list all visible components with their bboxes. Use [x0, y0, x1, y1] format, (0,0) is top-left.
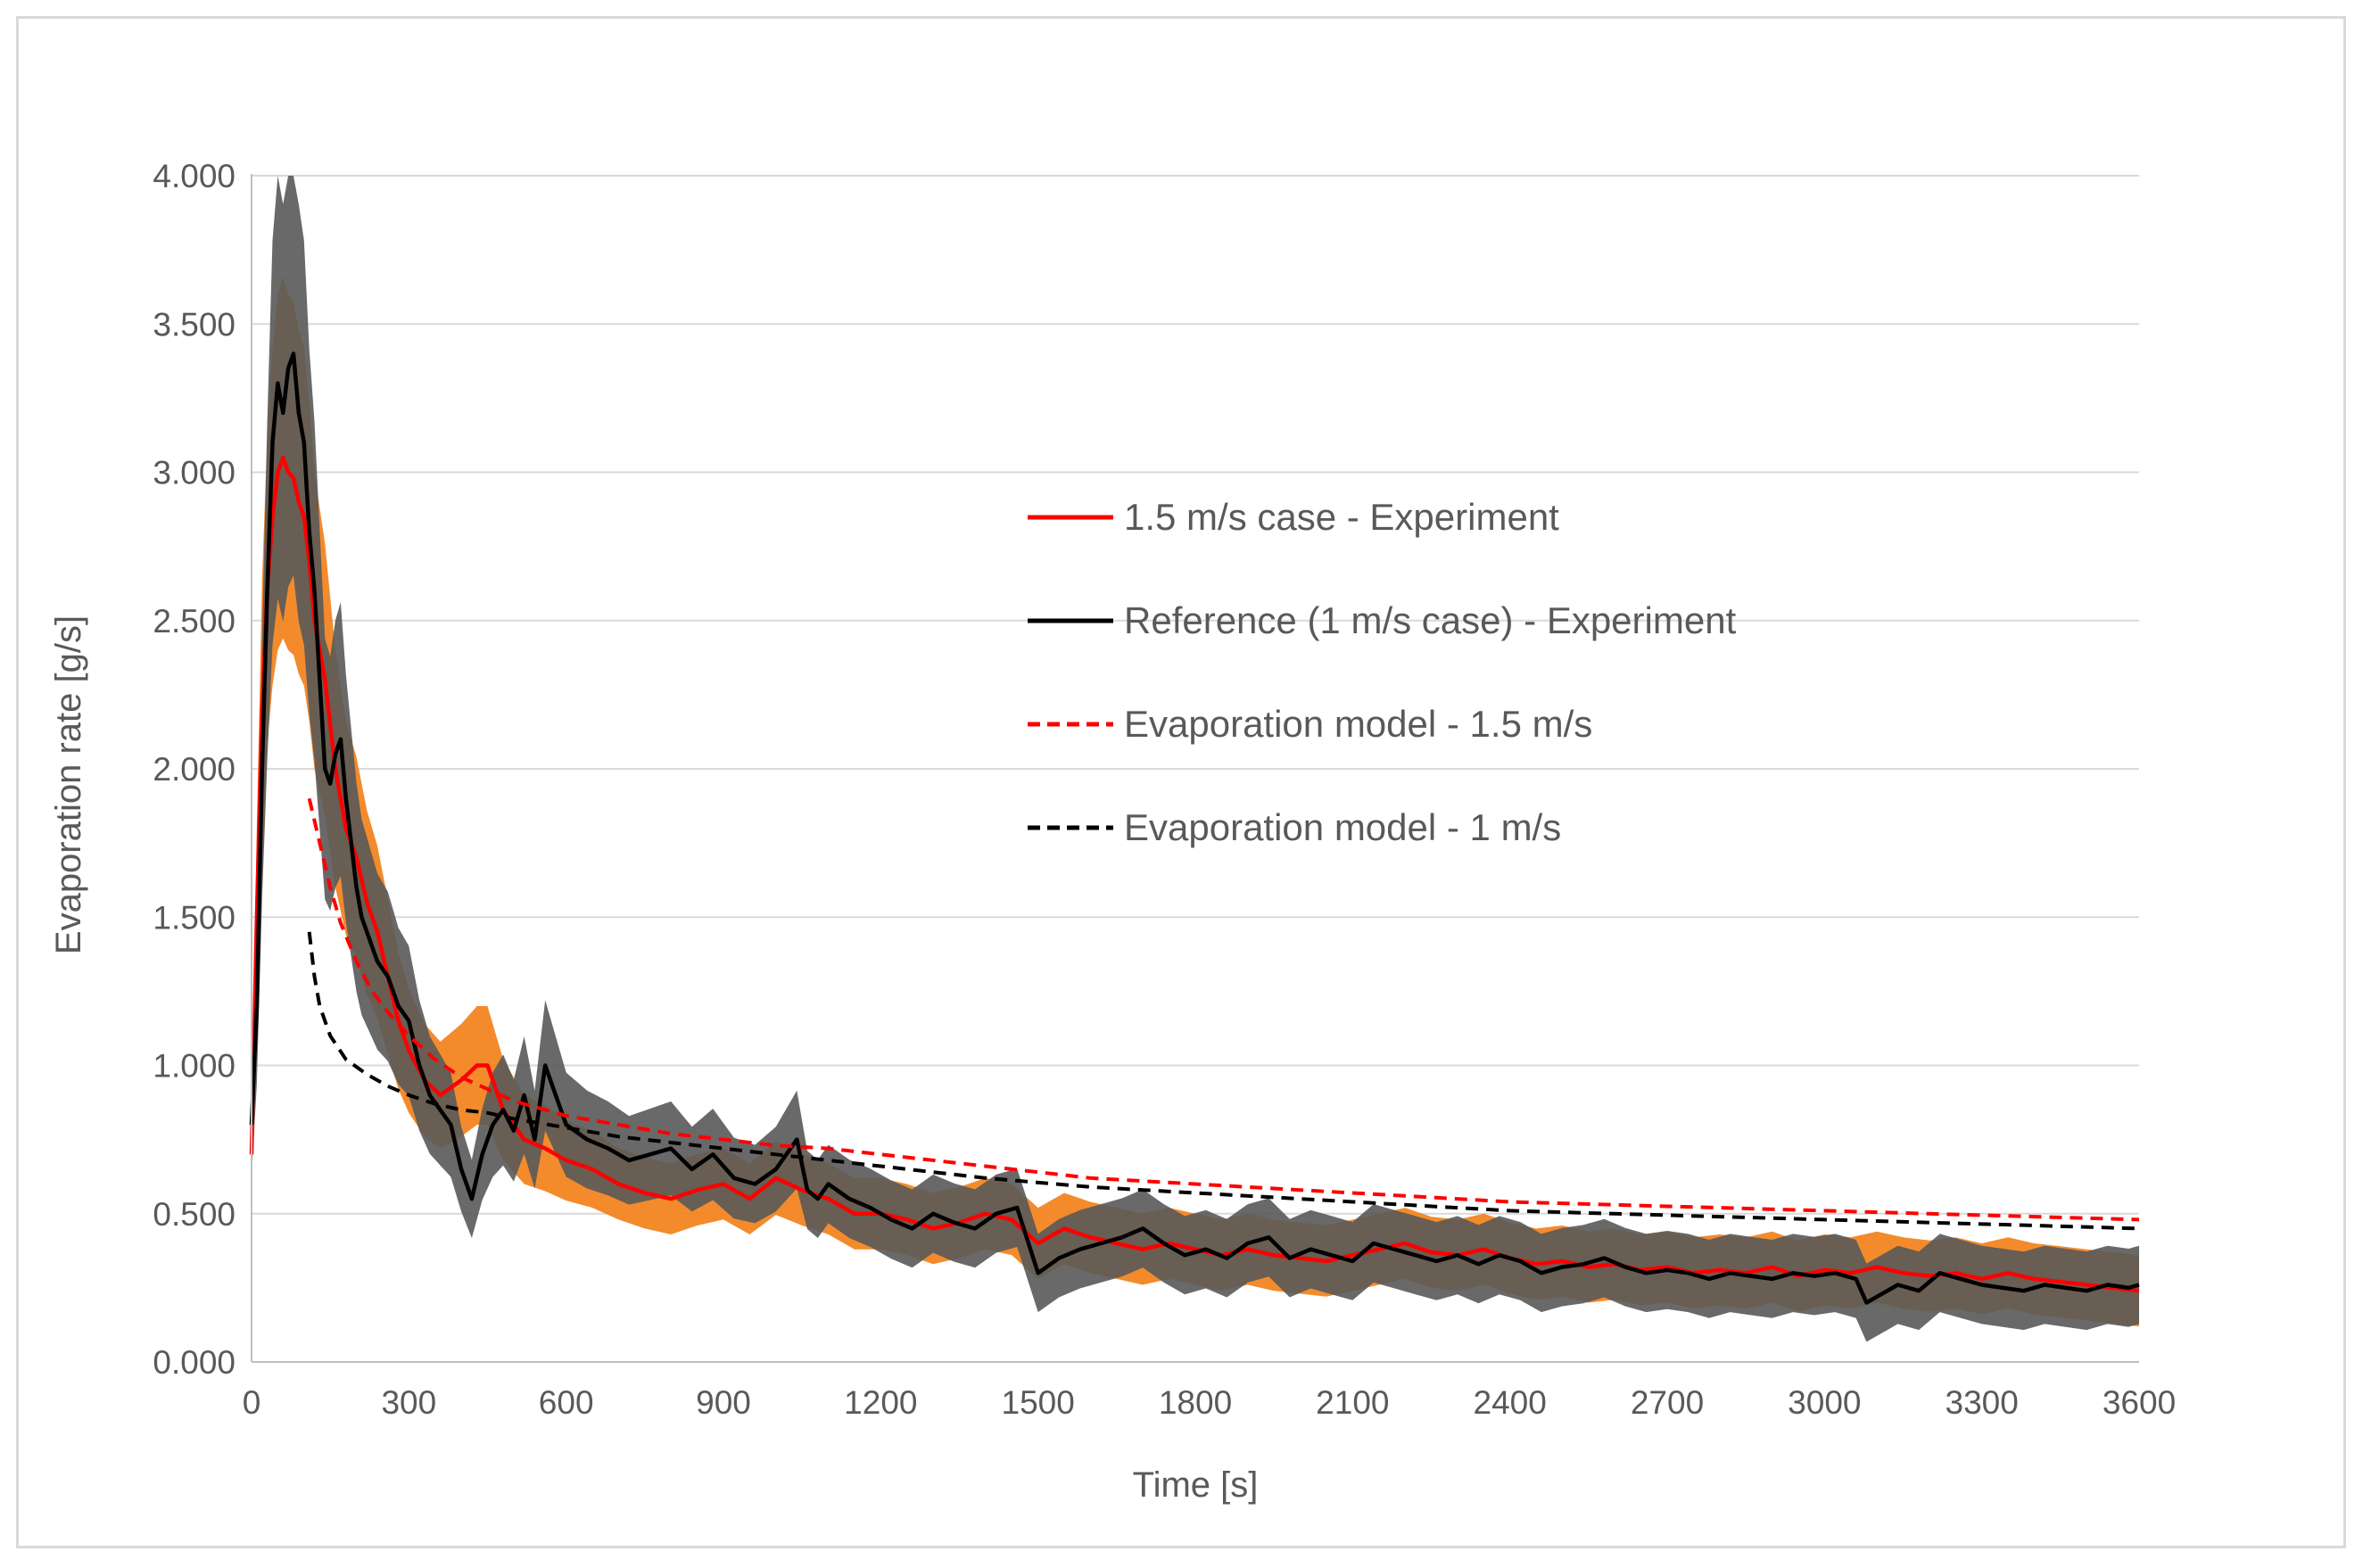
x-tick-label: 1200 — [844, 1384, 917, 1421]
series-line-model_15 — [307, 797, 2140, 1222]
y-axis-title: Evaporation rate [g/s] — [49, 615, 88, 954]
x-tick-label: 3600 — [2103, 1384, 2176, 1421]
y-tick-label: 2.000 — [153, 751, 235, 788]
x-tick-label: 2400 — [1474, 1384, 1547, 1421]
axes — [251, 174, 2139, 1363]
legend-label-model-1: Evaporation model - 1 m/s — [1124, 806, 1561, 848]
error-band-exp-ref — [252, 176, 2139, 1342]
legend-label-exp-ref: Reference (1 m/s case) - Experiment — [1124, 599, 1737, 641]
x-tick-label: 600 — [539, 1384, 594, 1421]
y-tick-label: 4.000 — [153, 158, 235, 194]
x-tick-label: 1800 — [1159, 1384, 1232, 1421]
x-tick-label: 0 — [243, 1384, 261, 1421]
y-tick-label: 0.500 — [153, 1196, 235, 1233]
x-tick-label: 300 — [381, 1384, 436, 1421]
series-line-exp_ref — [249, 351, 2140, 1305]
y-tick-label: 3.500 — [153, 306, 235, 342]
x-axis-title: Time [s] — [1133, 1465, 1259, 1505]
x-tick-label: 900 — [696, 1384, 751, 1421]
y-tick-label: 0.000 — [153, 1344, 235, 1381]
grid-lines — [252, 175, 2139, 1215]
legend-label-exp-15: 1.5 m/s case - Experiment — [1124, 496, 1559, 538]
legend: 1.5 m/s case - Experiment Reference (1 m… — [1028, 496, 1737, 848]
series-line-model_1 — [307, 931, 2140, 1231]
legend-label-model-15: Evaporation model - 1.5 m/s — [1124, 703, 1592, 745]
x-tick-label: 1500 — [1002, 1384, 1075, 1421]
y-tick-label: 1.500 — [153, 899, 235, 936]
x-tick-label: 2100 — [1316, 1384, 1389, 1421]
y-tick-label: 3.000 — [153, 455, 235, 491]
series-lines — [249, 351, 2140, 1305]
y-tick-label: 1.000 — [153, 1048, 235, 1085]
tick-labels: 0.000 0.500 1.000 1.500 2.000 2.500 3.000 3.500… — [153, 158, 2176, 1421]
x-tick-label: 3300 — [1946, 1384, 2019, 1421]
y-tick-label: 2.500 — [153, 603, 235, 640]
error-bands — [252, 176, 2139, 1342]
x-tick-label: 3000 — [1788, 1384, 1861, 1421]
x-tick-label: 2700 — [1631, 1384, 1704, 1421]
